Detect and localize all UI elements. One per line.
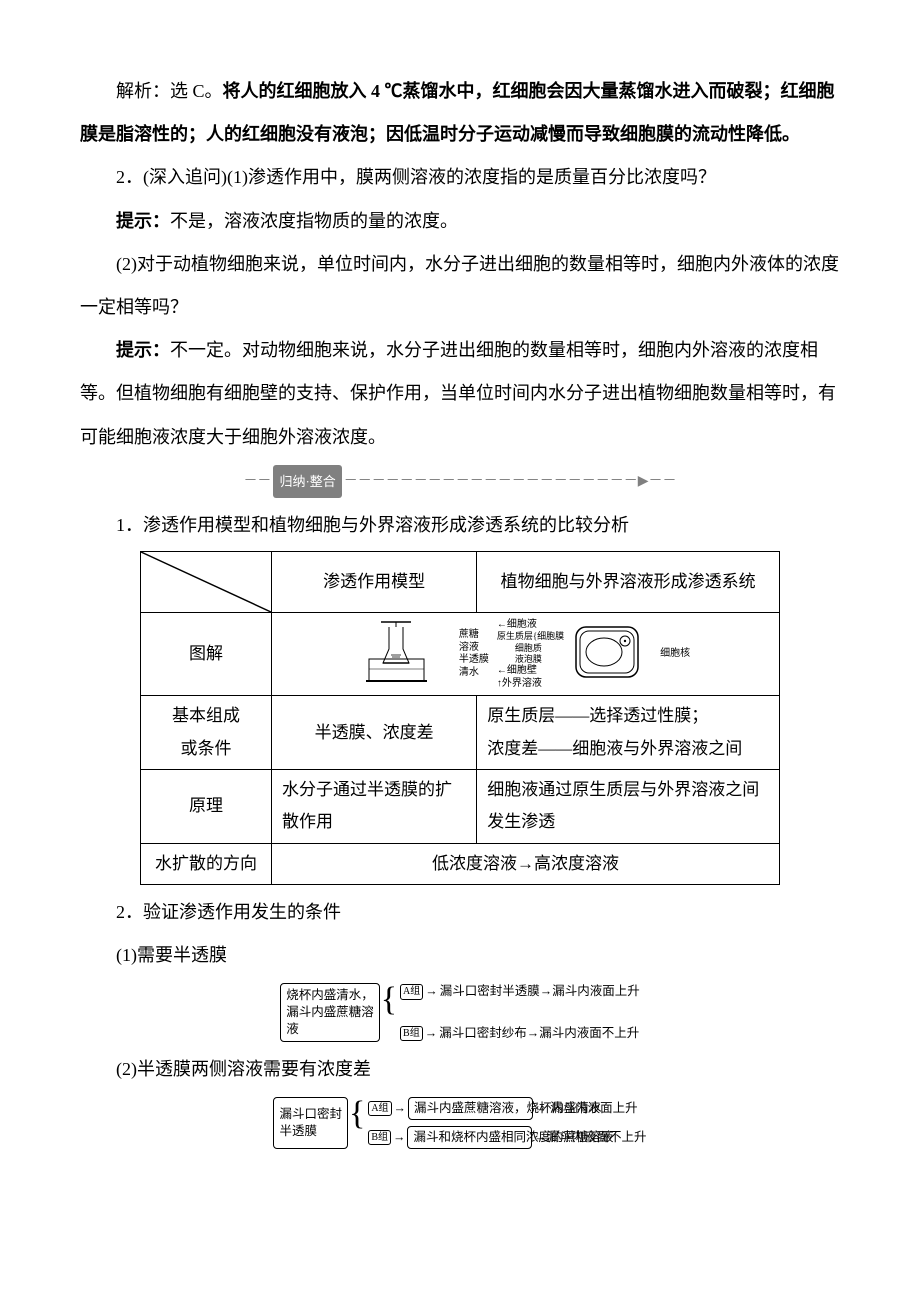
analysis-lead: 解析：选 C。	[116, 81, 223, 101]
table-cell: 细胞液通过原生质层与外界溶液之间发生渗透	[477, 770, 780, 844]
diagram-labels-right: 细胞核	[660, 648, 690, 661]
diagram-cell: 蔗糖溶液 半透膜 清水 ←细胞液 原生质层{细胞膜 细胞质 液泡膜 ←细胞壁 ↑…	[272, 613, 780, 696]
section-2-title: 2．验证渗透作用发生的条件	[80, 891, 840, 934]
osmosis-apparatus-icon	[361, 619, 451, 689]
table-corner-cell	[141, 552, 272, 613]
brace-icon: {	[381, 983, 397, 1042]
hint-text: 不一定。对动物细胞来说，水分子进出细胞的数量相等时，细胞内外溶液的浓度相等。但植…	[80, 340, 836, 446]
hint-2: 提示：不一定。对动物细胞来说，水分子进出细胞的数量相等时，细胞内外溶液的浓度相等…	[80, 329, 840, 459]
fig1-branch-a: A组 → 漏斗口密封半透膜→漏斗内液面上升	[400, 983, 640, 1000]
fig2-mid-a: 漏斗内盛蔗糖溶液，烧杯内盛清水	[408, 1097, 533, 1120]
table-header: 渗透作用模型	[272, 552, 477, 613]
fig2-res-a: → 漏斗内液面上升	[535, 1100, 638, 1117]
brace-icon: {	[349, 1097, 365, 1149]
section-1-title: 1．渗透作用模型和植物细胞与外界溶液形成渗透系统的比较分析	[80, 504, 840, 547]
fig2-branch-a: A组 → 漏斗内盛蔗糖溶液，烧杯内盛清水 → 漏斗内液面上升	[368, 1097, 646, 1120]
tag-b: B组	[400, 1026, 423, 1042]
table-cell: 原生质层——选择透过性膜； 浓度差——细胞液与外界溶液之间	[477, 696, 780, 770]
hint-label: 提示：	[116, 340, 170, 360]
diagram-labels-left: 蔗糖溶液 半透膜 清水	[459, 629, 489, 679]
fig1-left-box: 烧杯内盛清水，漏斗内盛蔗糖溶液	[280, 983, 380, 1042]
section-2-sub1: (1)需要半透膜	[80, 934, 840, 977]
fig2-res-b: →漏斗内液面不上升	[534, 1129, 647, 1146]
arrow-icon: →	[425, 1025, 438, 1042]
document-page: 解析：选 C。将人的红细胞放入 4 ℃蒸馏水中，红细胞会因大量蒸馏水进入而破裂；…	[0, 0, 920, 1195]
table-cell: 水分子通过半透膜的扩散作用	[272, 770, 477, 844]
hint-text: 不是，溶液浓度指物质的量的浓度。	[170, 211, 458, 231]
tag-a: A组	[368, 1101, 391, 1117]
diagonal-line-icon	[141, 552, 271, 612]
bracket-figure-2: 漏斗口密封半透膜 { A组 → 漏斗内盛蔗糖溶液，烧杯内盛清水 → 漏斗内液面上…	[80, 1097, 840, 1149]
question-2-1: 2．(深入追问)(1)渗透作用中，膜两侧溶液的浓度指的是质量百分比浓度吗？	[80, 156, 840, 199]
hint-label: 提示：	[116, 211, 170, 231]
arrow-icon: →	[393, 1129, 406, 1146]
fig1-branch-b: B组 → 漏斗口密封纱布→漏斗内液面不上升	[400, 1025, 640, 1042]
comparison-table: 渗透作用模型 植物细胞与外界溶液形成渗透系统 图解	[140, 551, 780, 884]
hint-1: 提示：不是，溶液浓度指物质的量的浓度。	[80, 200, 840, 243]
fig2-branch-b: B组 → 漏斗和烧杯内盛相同浓度的蔗糖溶液 →漏斗内液面不上升	[368, 1126, 646, 1149]
separator-row: －－ 归纳·整合 －－－－－－－－－－－－－－－－－－－－－ ▶－－	[80, 465, 840, 499]
section-2-sub2: (2)半透膜两侧溶液需要有浓度差	[80, 1048, 840, 1091]
arrow-icon: →	[394, 1100, 407, 1117]
question-2-2: (2)对于动植物细胞来说，单位时间内，水分子进出细胞的数量相等时，细胞内外液体的…	[80, 243, 840, 329]
arrow-icon: →	[425, 983, 438, 1000]
diagram-labels-mid: ←细胞液 原生质层{细胞膜 细胞质 液泡膜 ←细胞壁 ↑外界溶液	[497, 619, 564, 690]
table-header: 植物细胞与外界溶液形成渗透系统	[477, 552, 780, 613]
table-cell: 半透膜、浓度差	[272, 696, 477, 770]
table-row-label: 原理	[141, 770, 272, 844]
table-row-label: 基本组成或条件	[141, 696, 272, 770]
table-row-label: 水扩散的方向	[141, 843, 272, 884]
tag-b: B组	[368, 1130, 391, 1146]
sep-dots: －－－－－－－－－－－－－－－－－－－－－	[344, 465, 638, 499]
fig2-mid-b: 漏斗和烧杯内盛相同浓度的蔗糖溶液	[407, 1126, 532, 1149]
paragraph-analysis: 解析：选 C。将人的红细胞放入 4 ℃蒸馏水中，红细胞会因大量蒸馏水进入而破裂；…	[80, 70, 840, 156]
table-cell: 低浓度溶液→高浓度溶液	[272, 843, 780, 884]
table-row-label: 图解	[141, 613, 272, 696]
sep-label: 归纳·整合	[273, 465, 341, 498]
fig2-left-box: 漏斗口密封半透膜	[273, 1097, 348, 1149]
sep-arrow-icon: ▶－－	[638, 465, 677, 499]
tag-a: A组	[400, 984, 423, 1000]
plant-cell-icon	[572, 621, 652, 687]
bracket-figure-1: 烧杯内盛清水，漏斗内盛蔗糖溶液 { A组 → 漏斗口密封半透膜→漏斗内液面上升 …	[80, 983, 840, 1042]
sep-dash-left: －－	[243, 465, 271, 499]
